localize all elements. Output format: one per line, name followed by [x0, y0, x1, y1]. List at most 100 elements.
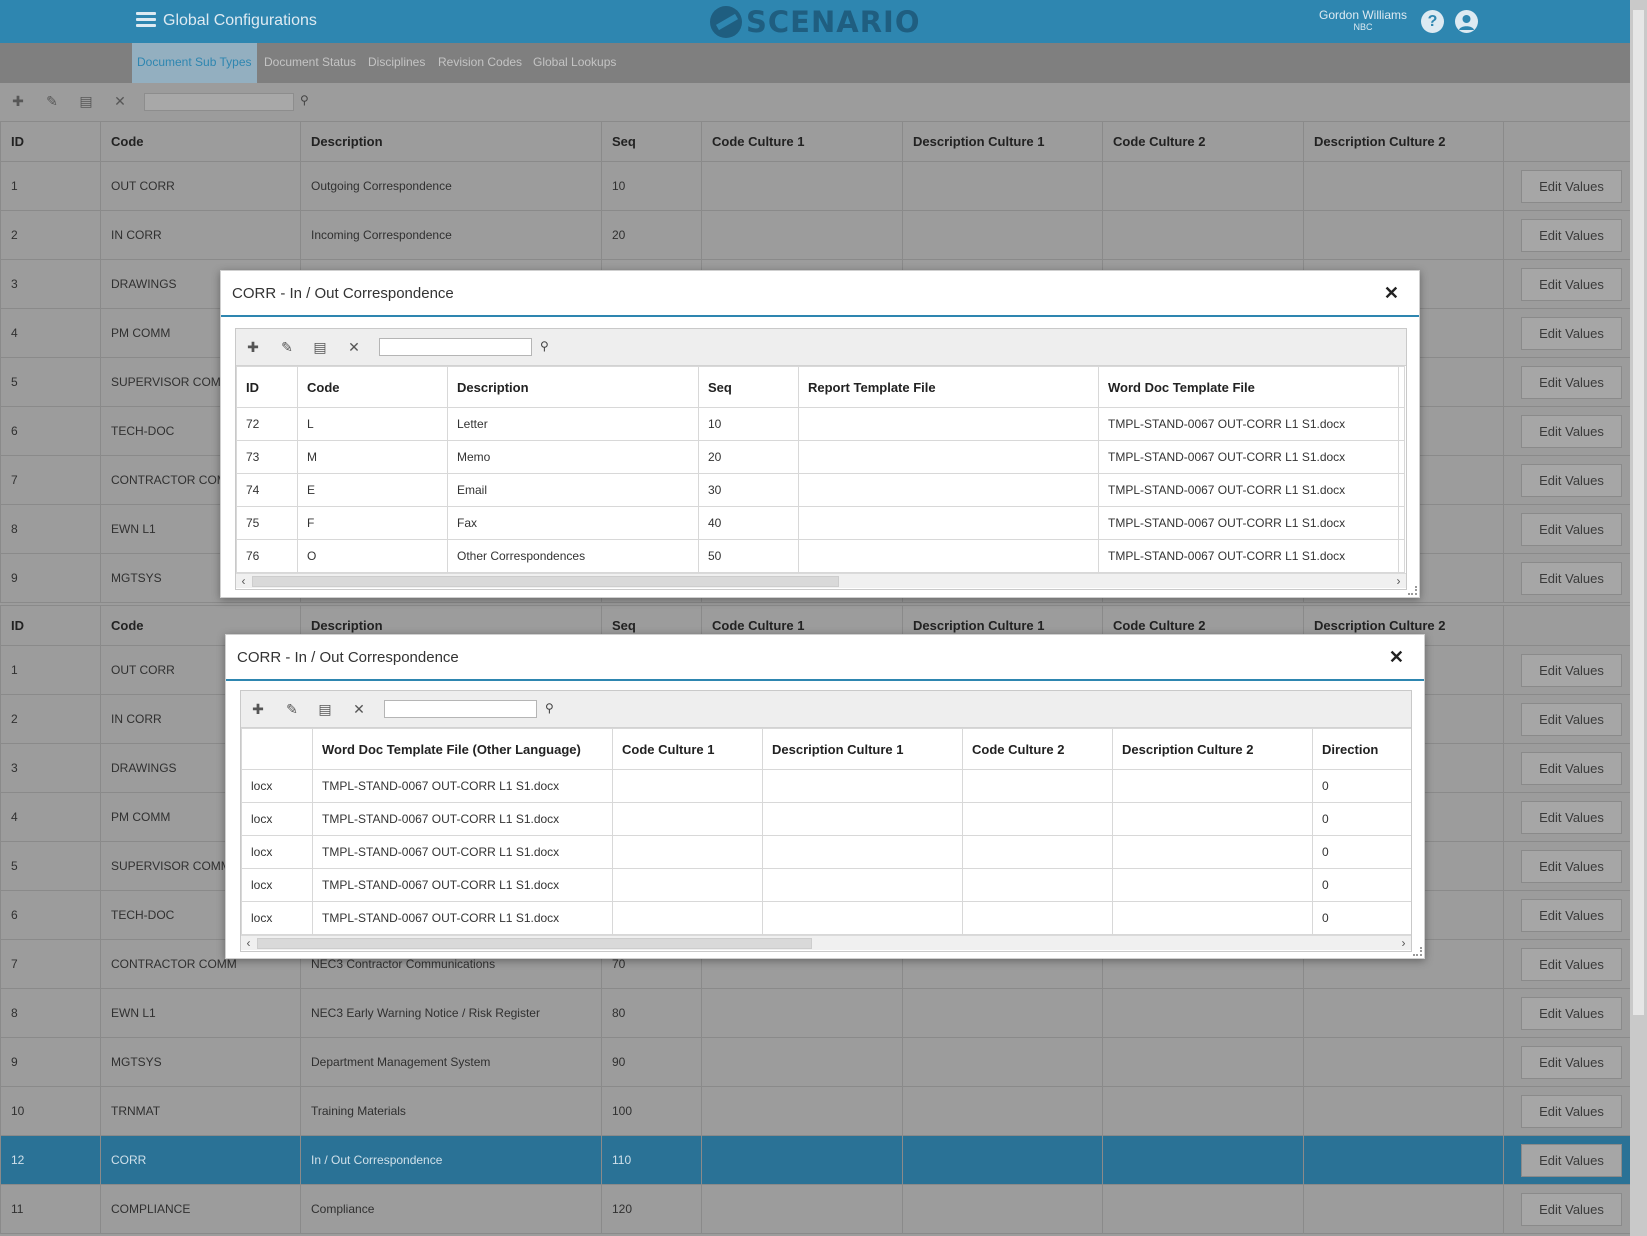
- column-header[interactable]: Code Culture 2: [1102, 121, 1304, 162]
- column-header[interactable]: [241, 728, 313, 770]
- column-header[interactable]: [1503, 121, 1631, 162]
- edit-values-button[interactable]: Edit Values: [1521, 512, 1622, 546]
- edit-values-button[interactable]: Edit Values: [1521, 1045, 1622, 1079]
- table-row[interactable]: 7 CONTRACTOR COMM NEC3 Contractor Communic…: [0, 939, 1631, 989]
- edit-values-button[interactable]: Edit Values: [1521, 947, 1622, 981]
- table-row[interactable]: locx TMPL-STAND-0067 OUT-CORR L1 S1.docx 0: [241, 868, 1411, 902]
- save-icon[interactable]: ▤: [313, 339, 327, 355]
- edit-values-button[interactable]: Edit Values: [1521, 561, 1622, 595]
- edit-values-button[interactable]: Edit Values: [1521, 365, 1622, 399]
- table-row[interactable]: 1 OUT CORR Outgoing Correspondence 10 Edit V…: [0, 161, 1631, 211]
- edit-values-button[interactable]: Edit Values: [1521, 751, 1622, 785]
- table-row[interactable]: locx TMPL-STAND-0067 OUT-CORR L1 S1.docx 0: [241, 769, 1411, 803]
- page-scrollbar-thumb[interactable]: [1633, 10, 1644, 1015]
- column-header[interactable]: Description Culture 2: [1112, 728, 1313, 770]
- modal-hscroll-thumb[interactable]: [257, 938, 812, 949]
- cancel-icon[interactable]: ✕: [353, 701, 365, 717]
- column-header[interactable]: Code Culture 1: [612, 728, 763, 770]
- table-row[interactable]: locx TMPL-STAND-0067 OUT-CORR L1 S1.docx 0: [241, 835, 1411, 869]
- add-icon[interactable]: ✚: [12, 93, 24, 109]
- scroll-right-icon[interactable]: ›: [1401, 936, 1406, 950]
- edit-values-button[interactable]: Edit Values: [1521, 267, 1622, 301]
- table-row[interactable]: locx TMPL-STAND-0067 OUT-CORR L1 S1.docx 0: [241, 802, 1411, 836]
- column-header[interactable]: Description: [447, 366, 699, 408]
- search-icon[interactable]: ⚲: [540, 339, 549, 353]
- edit-values-button[interactable]: Edit Values: [1521, 414, 1622, 448]
- cancel-icon[interactable]: ✕: [348, 339, 360, 355]
- table-row[interactable]: 8 EWN L1 NEC3 Early Warning Notice / Risk …: [0, 988, 1631, 1038]
- edit-values-button[interactable]: Edit Values: [1521, 218, 1622, 252]
- close-icon[interactable]: ✕: [1388, 647, 1404, 667]
- menu-icon[interactable]: [136, 12, 156, 28]
- save-icon[interactable]: ▤: [318, 701, 332, 717]
- column-header[interactable]: Word Doc Template File: [1098, 366, 1399, 408]
- table-row[interactable]: 11 COMPLIANCE Compliance 120 Edit Values: [0, 1184, 1631, 1234]
- tab-document-sub-types[interactable]: Document Sub Types: [132, 43, 257, 83]
- column-header[interactable]: ID: [0, 605, 101, 646]
- edit-values-button[interactable]: Edit Values: [1521, 898, 1622, 932]
- search-icon[interactable]: ⚲: [300, 93, 309, 107]
- modal-hscrollbar[interactable]: ‹ ›: [236, 573, 1406, 588]
- scroll-right-icon[interactable]: ›: [1396, 574, 1401, 588]
- edit-icon[interactable]: ✎: [286, 701, 298, 717]
- edit-values-button[interactable]: Edit Values: [1521, 1192, 1622, 1226]
- column-header[interactable]: Description Culture 1: [762, 728, 963, 770]
- help-icon[interactable]: ?: [1421, 10, 1444, 33]
- scroll-left-icon[interactable]: ‹: [246, 936, 251, 950]
- column-header[interactable]: Direction: [1312, 728, 1411, 770]
- cancel-icon[interactable]: ✕: [114, 93, 126, 109]
- user-icon[interactable]: [1455, 10, 1478, 33]
- column-header[interactable]: Report Template File: [798, 366, 1099, 408]
- modal-search-input[interactable]: [384, 700, 537, 718]
- table-row[interactable]: 73 M Memo 20 TMPL-STAND-0067 OUT-CORR L1 S1.…: [236, 440, 1405, 474]
- tab-global-lookups[interactable]: Global Lookups: [533, 55, 617, 69]
- tab-document-status[interactable]: Document Status: [264, 55, 357, 69]
- search-icon[interactable]: ⚲: [545, 701, 554, 715]
- edit-values-button[interactable]: Edit Values: [1521, 316, 1622, 350]
- table-row[interactable]: 75 F Fax 40 TMPL-STAND-0067 OUT-CORR L1 S1.d…: [236, 506, 1405, 540]
- add-icon[interactable]: ✚: [247, 339, 259, 355]
- table-row[interactable]: 9 MGTSYS Department Management System 90 Edi…: [0, 1037, 1631, 1087]
- edit-values-button[interactable]: Edit Values: [1521, 653, 1622, 687]
- column-header[interactable]: Description Culture 2: [1303, 121, 1504, 162]
- column-header[interactable]: Seq: [601, 121, 702, 162]
- table-row[interactable]: 2 IN CORR Incoming Correspondence 20 Edit Va…: [0, 210, 1631, 260]
- column-header[interactable]: Seq: [698, 366, 799, 408]
- table-row[interactable]: 10 TRNMAT Training Materials 100 Edit Values: [0, 1086, 1631, 1136]
- resize-grip-icon[interactable]: [1413, 947, 1422, 956]
- edit-values-button[interactable]: Edit Values: [1521, 996, 1622, 1030]
- edit-values-button[interactable]: Edit Values: [1521, 702, 1622, 736]
- close-icon[interactable]: ✕: [1383, 283, 1399, 303]
- table-row[interactable]: locx TMPL-STAND-0067 OUT-CORR L1 S1.docx 0: [241, 901, 1411, 935]
- search-input[interactable]: [144, 93, 294, 111]
- column-header[interactable]: Description: [300, 121, 602, 162]
- edit-icon[interactable]: ✎: [281, 339, 293, 355]
- edit-values-button[interactable]: Edit Values: [1521, 169, 1622, 203]
- save-icon[interactable]: ▤: [79, 93, 93, 109]
- column-header[interactable]: Code Culture 1: [701, 121, 903, 162]
- modal-hscroll-thumb[interactable]: [252, 576, 839, 587]
- resize-grip-icon[interactable]: [1408, 586, 1417, 595]
- edit-values-button[interactable]: Edit Values: [1521, 800, 1622, 834]
- edit-icon[interactable]: ✎: [46, 93, 58, 109]
- table-row[interactable]: 74 E Email 30 TMPL-STAND-0067 OUT-CORR L1 S1…: [236, 473, 1405, 507]
- column-header[interactable]: Word Doc Template File (Other Language): [312, 728, 613, 770]
- column-header[interactable]: ID: [0, 121, 101, 162]
- add-icon[interactable]: ✚: [252, 701, 264, 717]
- scroll-left-icon[interactable]: ‹: [241, 574, 246, 588]
- page-scrollbar[interactable]: [1630, 0, 1647, 1236]
- table-row[interactable]: 72 L Letter 10 TMPL-STAND-0067 OUT-CORR L1 S…: [236, 407, 1405, 441]
- column-header[interactable]: Description Culture 1: [902, 121, 1103, 162]
- modal-hscrollbar[interactable]: ‹ ›: [241, 935, 1411, 950]
- tab-revision-codes[interactable]: Revision Codes: [438, 55, 523, 69]
- edit-values-button[interactable]: Edit Values: [1521, 1143, 1622, 1177]
- column-header[interactable]: Code: [297, 366, 448, 408]
- modal-search-input[interactable]: [379, 338, 532, 356]
- column-header[interactable]: Code: [100, 121, 301, 162]
- table-row[interactable]: 12 CORR In / Out Correspondence 110 Edit Val…: [0, 1135, 1631, 1185]
- edit-values-button[interactable]: Edit Values: [1521, 463, 1622, 497]
- edit-values-button[interactable]: Edit Values: [1521, 1094, 1622, 1128]
- table-row[interactable]: 76 O Other Correspondences 50 TMPL-STAND-006…: [236, 539, 1405, 573]
- user-info[interactable]: Gordon Williams NBC: [1308, 9, 1418, 33]
- column-header[interactable]: Code Culture 2: [962, 728, 1113, 770]
